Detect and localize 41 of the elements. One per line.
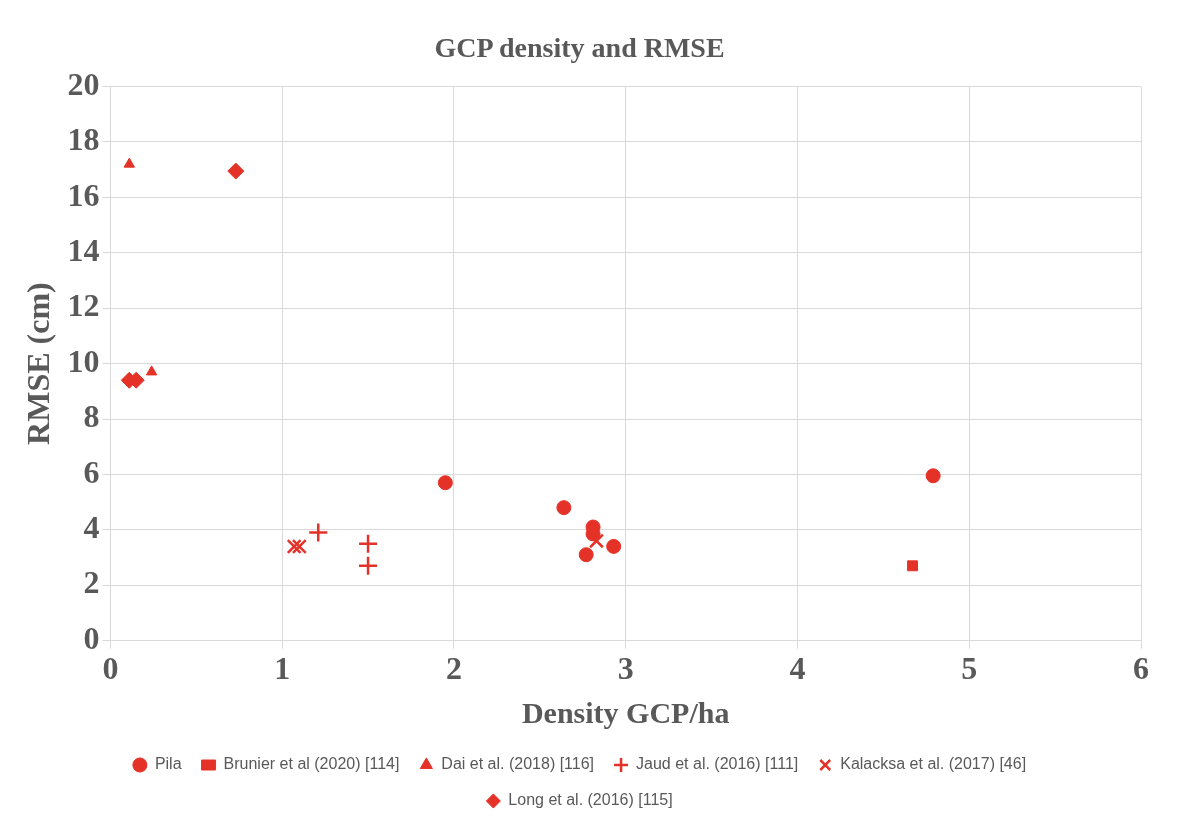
point: [925, 468, 941, 484]
y-tick-label: 10: [67, 342, 100, 379]
x-axis-title: Density GCP/ha: [521, 695, 730, 729]
x-tick-label: 4: [789, 650, 806, 687]
point: [291, 538, 307, 555]
point: [145, 365, 158, 376]
point: [123, 157, 135, 168]
y-tick-label: 16: [67, 176, 100, 213]
legend-label: Pila: [154, 755, 182, 773]
y-tick-label: 4: [83, 509, 100, 546]
y-tick-label: 14: [67, 232, 100, 269]
y-axis-title: RMSE (cm): [20, 282, 57, 445]
y-tick-label: 12: [67, 287, 100, 324]
x-tick-label: 1: [274, 650, 291, 687]
legend-label: Jaud et al. (2016) [111]: [636, 755, 799, 773]
legend-label: Kalacksa et al. (2017) [46]: [840, 755, 1027, 773]
y-tick-label: 20: [67, 65, 100, 102]
point: [606, 538, 622, 554]
point: [556, 500, 572, 516]
legend-label: Brunier et al (2020) [114]: [223, 755, 400, 773]
point: [286, 538, 302, 555]
x-tick-label: 3: [617, 650, 634, 687]
point: [578, 547, 594, 563]
y-tick-label: 6: [83, 453, 100, 490]
point: [307, 522, 329, 543]
point: [357, 555, 379, 577]
point: [357, 533, 379, 554]
legend-label: Long et al. (2016) [115]: [508, 791, 673, 809]
legend-label: Dai et al. (2018) [116]: [441, 755, 595, 773]
x-tick-label: 2: [445, 650, 462, 687]
y-tick-label: 8: [83, 398, 100, 435]
point: [227, 162, 245, 180]
x-tick-label: 5: [961, 650, 978, 687]
y-tick-label: 0: [83, 619, 100, 656]
point: [907, 560, 918, 572]
point: [588, 533, 605, 549]
point: [437, 475, 453, 491]
x-tick-label: 6: [1133, 650, 1149, 687]
chart-title: GCP density and RMSE: [434, 32, 725, 64]
y-tick-label: 2: [83, 564, 100, 601]
y-tick-label: 18: [67, 121, 100, 158]
